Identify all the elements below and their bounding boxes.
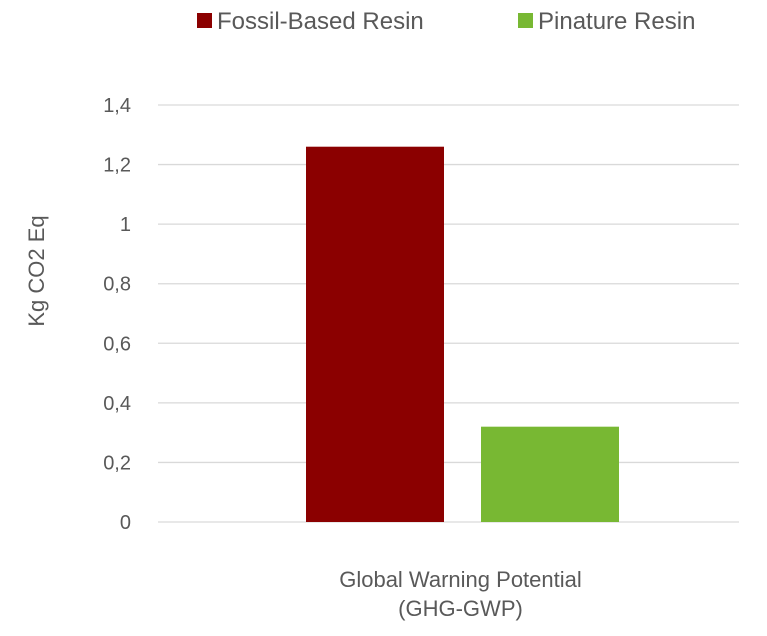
x-category-label: Global Warning Potential (GHG-GWP) <box>339 567 582 621</box>
legend: Fossil-Based Resin Pinature Resin <box>197 8 695 35</box>
legend-swatch <box>197 13 212 28</box>
y-tick-label: 0,4 <box>103 393 131 415</box>
y-tick-label: 1 <box>120 214 131 236</box>
x-category-label-line: Global Warning Potential <box>339 567 582 592</box>
bar-fossil-based-resin <box>306 146 444 522</box>
y-tick-label: 0,8 <box>103 274 131 296</box>
gridlines <box>158 104 739 523</box>
y-tick-label: 0,6 <box>103 333 131 355</box>
bar-pinature-resin <box>481 426 619 522</box>
y-tick-label: 1,4 <box>103 95 131 117</box>
legend-swatch <box>518 13 533 28</box>
legend-label: Fossil-Based Resin <box>217 8 424 35</box>
y-tick-labels: 0 0,2 0,4 0,6 0,8 1 1,2 1,4 <box>103 95 131 534</box>
legend-label: Pinature Resin <box>538 8 695 35</box>
y-tick-label: 1,2 <box>103 155 131 177</box>
y-tick-label: 0,2 <box>103 452 131 474</box>
y-axis-label: Kg CO2 Eq <box>24 215 49 326</box>
y-tick-label: 0 <box>120 512 131 534</box>
x-category-label-line: (GHG-GWP) <box>398 596 523 621</box>
bars <box>306 146 619 522</box>
